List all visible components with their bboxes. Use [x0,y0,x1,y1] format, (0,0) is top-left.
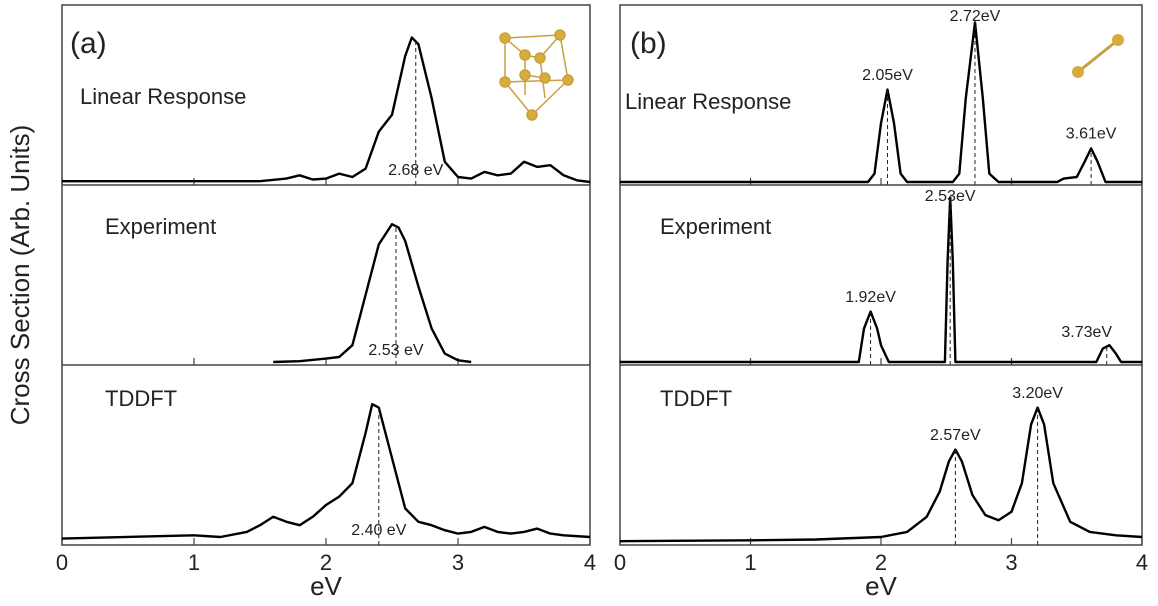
peak-label: 1.92eV [845,289,896,306]
x-tick-label: 0 [56,550,68,575]
x-tick-label: 2 [320,550,332,575]
peak-label: 2.53 eV [368,342,423,359]
panel-frame [619,4,1143,546]
y-axis-label: Cross Section (Arb. Units) [5,125,35,426]
cluster-icon [499,29,574,121]
x-tick-label: 4 [1136,550,1148,575]
panel-label: (b) [630,27,667,60]
peak-label: 3.61eV [1066,126,1117,143]
spectrum-line [620,196,1142,364]
peak-label: 3.73eV [1061,324,1112,341]
x-tick-label: 2 [875,550,887,575]
x-tick-label: 3 [452,550,464,575]
x-axis-label: eV [865,571,897,601]
x-axis-label: eV [310,571,342,601]
peak-label: 2.68 eV [388,162,443,179]
spectrum-line [619,406,1143,543]
panel-label: (a) [70,27,107,60]
x-tick-label: 1 [188,550,200,575]
peak-label: 2.72eV [950,8,1001,25]
x-tick-label: 1 [744,550,756,575]
peak-label: 2.05eV [862,67,913,84]
peak-label: 2.57eV [930,427,981,444]
spectrum-line [62,36,591,184]
peak-label: 2.40 eV [351,522,406,539]
peak-label: 3.20eV [1012,385,1063,402]
subplot-label: Linear Response [80,84,246,109]
spectrum-line [61,403,591,540]
x-tick-label: 4 [584,550,596,575]
subplot-label: TDDFT [105,386,177,411]
subplot-label: Experiment [660,214,771,239]
subplot-label: Experiment [105,214,216,239]
subplot-label: TDDFT [660,386,732,411]
spectrum-line [273,223,472,364]
x-tick-label: 3 [1005,550,1017,575]
x-tick-label: 0 [614,550,626,575]
peak-label: 2.53eV [925,188,976,205]
subplot-label: Linear Response [625,89,791,114]
dimer-icon [1072,34,1124,78]
